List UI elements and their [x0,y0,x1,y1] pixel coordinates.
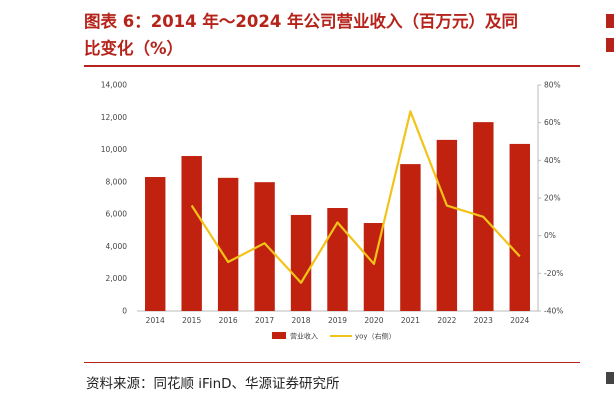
next-column-edge [606,14,614,28]
x-tick-label: 2014 [146,316,165,325]
right-tick-label: 0% [544,231,556,240]
right-tick-label: 60% [544,118,561,127]
legend-label-revenue: 营业收入 [290,332,318,341]
x-tick-label: 2019 [328,316,347,325]
chart-axes: 0 2,000 4,000 6,000 8,000 10,000 12,000 14,000 -… [101,81,564,326]
left-tick-label: 10,000 [101,145,127,154]
x-tick-label: 2017 [255,316,274,325]
x-tick-label: 2022 [437,316,456,325]
legend-label-yoy: yoy（右侧） [355,332,396,341]
revenue-bars [145,122,530,311]
revenue-bar [290,214,312,311]
left-tick-label: 2,000 [106,274,128,283]
right-tick-label: -20% [544,269,563,278]
next-column-edge [606,38,614,52]
title-rule [84,65,580,67]
x-tick-label: 2024 [510,316,529,325]
left-tick-label: 4,000 [106,242,128,251]
next-column-edge [606,372,614,384]
right-tick-label: 80% [544,81,561,90]
right-tick-label: 20% [544,194,561,203]
right-tick-label: -40% [544,307,563,316]
yoy-line [190,110,521,284]
x-tick-label: 2021 [401,316,420,325]
x-tick-label: 2023 [474,316,493,325]
revenue-bar [509,143,530,311]
chart-title: 图表 6：2014 年～2024 年公司营业收入（百万元）及同 比变化（%） [84,8,584,62]
chart-legend: 营业收入 yoy（右侧） [272,332,396,341]
title-line-1: 图表 6：2014 年～2024 年公司营业收入（百万元）及同 [84,12,519,31]
revenue-bar [436,139,458,311]
right-tick-label: 40% [544,156,561,165]
revenue-bar [254,182,275,311]
footer-rule [84,362,580,363]
left-tick-label: 0 [122,307,127,316]
revenue-bar [145,177,166,311]
left-tick-label: 14,000 [101,81,127,90]
source-note: 资料来源：同花顺 iFinD、华源证券研究所 [86,376,340,392]
x-tick-label: 2020 [364,316,383,325]
x-tick-label: 2015 [182,316,201,325]
left-tick-label: 6,000 [106,210,128,219]
x-tick-label: 2018 [291,316,310,325]
revenue-bar [400,164,421,311]
x-tick-label: 2016 [219,316,238,325]
left-tick-label: 12,000 [101,113,127,122]
yoy-line-layer [190,110,521,284]
legend-swatch-revenue [272,332,286,339]
revenue-bar [327,208,348,311]
title-line-2: 比变化（%） [84,39,184,58]
revenue-bar [181,156,202,311]
left-tick-label: 8,000 [106,177,128,186]
revenue-bar [217,177,239,311]
